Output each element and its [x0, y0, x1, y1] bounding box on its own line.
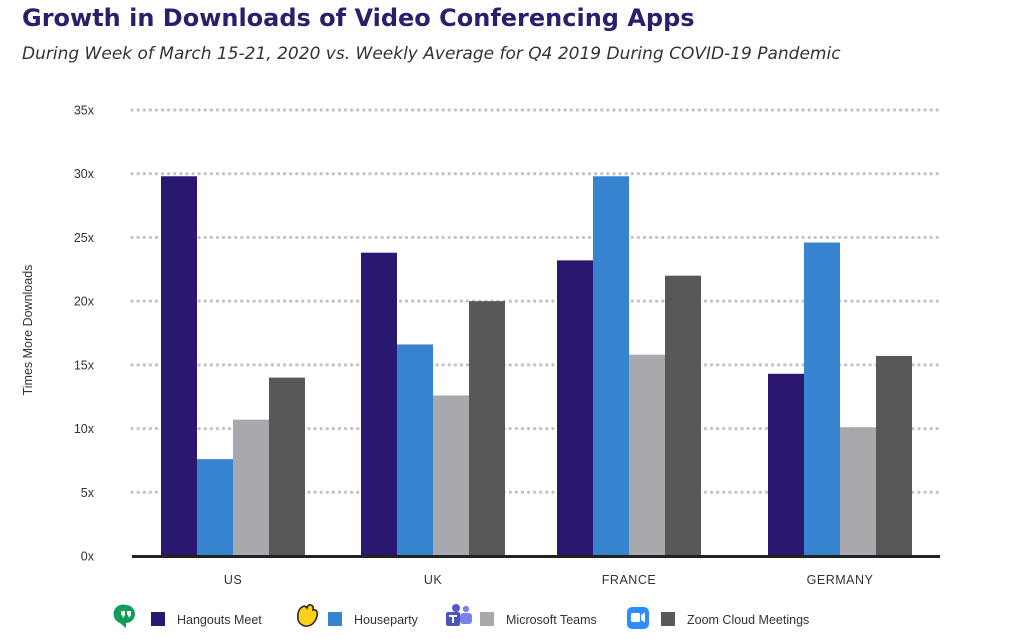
legend-swatch: [480, 612, 494, 626]
x-category-label: GERMANY: [807, 573, 874, 587]
bars: [161, 176, 912, 557]
bar-france-hangouts-meet: [557, 260, 593, 556]
x-category-label: UK: [424, 573, 443, 587]
y-tick-label: 15x: [74, 358, 95, 372]
bar-uk-houseparty: [397, 344, 433, 556]
legend-item-microsoft-teams: Microsoft Teams: [446, 604, 597, 627]
legend-label: Microsoft Teams: [506, 613, 597, 627]
bar-us-zoom-cloud-meetings: [269, 377, 305, 556]
legend-item-houseparty: Houseparty: [297, 604, 419, 627]
x-axis-categories: US UK FRANCE GERMANY: [224, 573, 874, 587]
legend-item-hangouts-meet: Hangouts Meet: [113, 604, 262, 628]
y-tick-label: 25x: [74, 231, 95, 245]
bar-us-hangouts-meet: [161, 176, 197, 556]
hangouts-icon: [113, 604, 135, 628]
legend-swatch: [661, 612, 675, 626]
y-tick-label: 30x: [74, 167, 95, 181]
y-tick-label: 35x: [74, 104, 95, 118]
x-category-label: US: [224, 573, 242, 587]
chart-subtitle: During Week of March 15-21, 2020 vs. Wee…: [22, 44, 841, 64]
bar-uk-zoom-cloud-meetings: [469, 301, 505, 556]
y-axis-ticks: 0x 5x 10x 15x 20x 25x 30x 35x: [74, 104, 95, 564]
bar-uk-hangouts-meet: [361, 252, 397, 556]
microsoft-teams-icon: [446, 604, 472, 626]
bar-germany-zoom-cloud-meetings: [876, 355, 912, 556]
y-tick-label: 20x: [74, 295, 95, 309]
bar-uk-microsoft-teams: [433, 395, 469, 556]
x-category-label: FRANCE: [602, 573, 656, 587]
y-axis-label: Times More Downloads: [21, 265, 35, 396]
y-tick-label: 5x: [81, 486, 95, 500]
bar-germany-houseparty: [804, 242, 840, 557]
bar-france-zoom-cloud-meetings: [665, 275, 701, 556]
legend-swatch: [151, 612, 165, 626]
bar-france-houseparty: [593, 176, 629, 556]
bar-germany-hangouts-meet: [768, 373, 804, 556]
legend-label: Hangouts Meet: [177, 613, 262, 627]
legend-label: Houseparty: [354, 613, 419, 627]
chart-title: Growth in Downloads of Video Conferencin…: [22, 4, 695, 32]
legend-label: Zoom Cloud Meetings: [687, 613, 809, 627]
legend: Hangouts Meet Houseparty Microsoft Teams: [113, 604, 809, 629]
zoom-camera-icon: [627, 607, 649, 629]
y-tick-label: 0x: [81, 550, 95, 564]
legend-item-zoom-cloud-meetings: Zoom Cloud Meetings: [627, 607, 809, 629]
houseparty-wave-icon: [297, 604, 318, 627]
bar-france-microsoft-teams: [629, 354, 665, 556]
bar-germany-microsoft-teams: [840, 427, 876, 556]
bar-us-houseparty: [197, 459, 233, 556]
legend-swatch: [328, 612, 342, 626]
y-tick-label: 10x: [74, 422, 95, 436]
bar-us-microsoft-teams: [233, 419, 269, 556]
